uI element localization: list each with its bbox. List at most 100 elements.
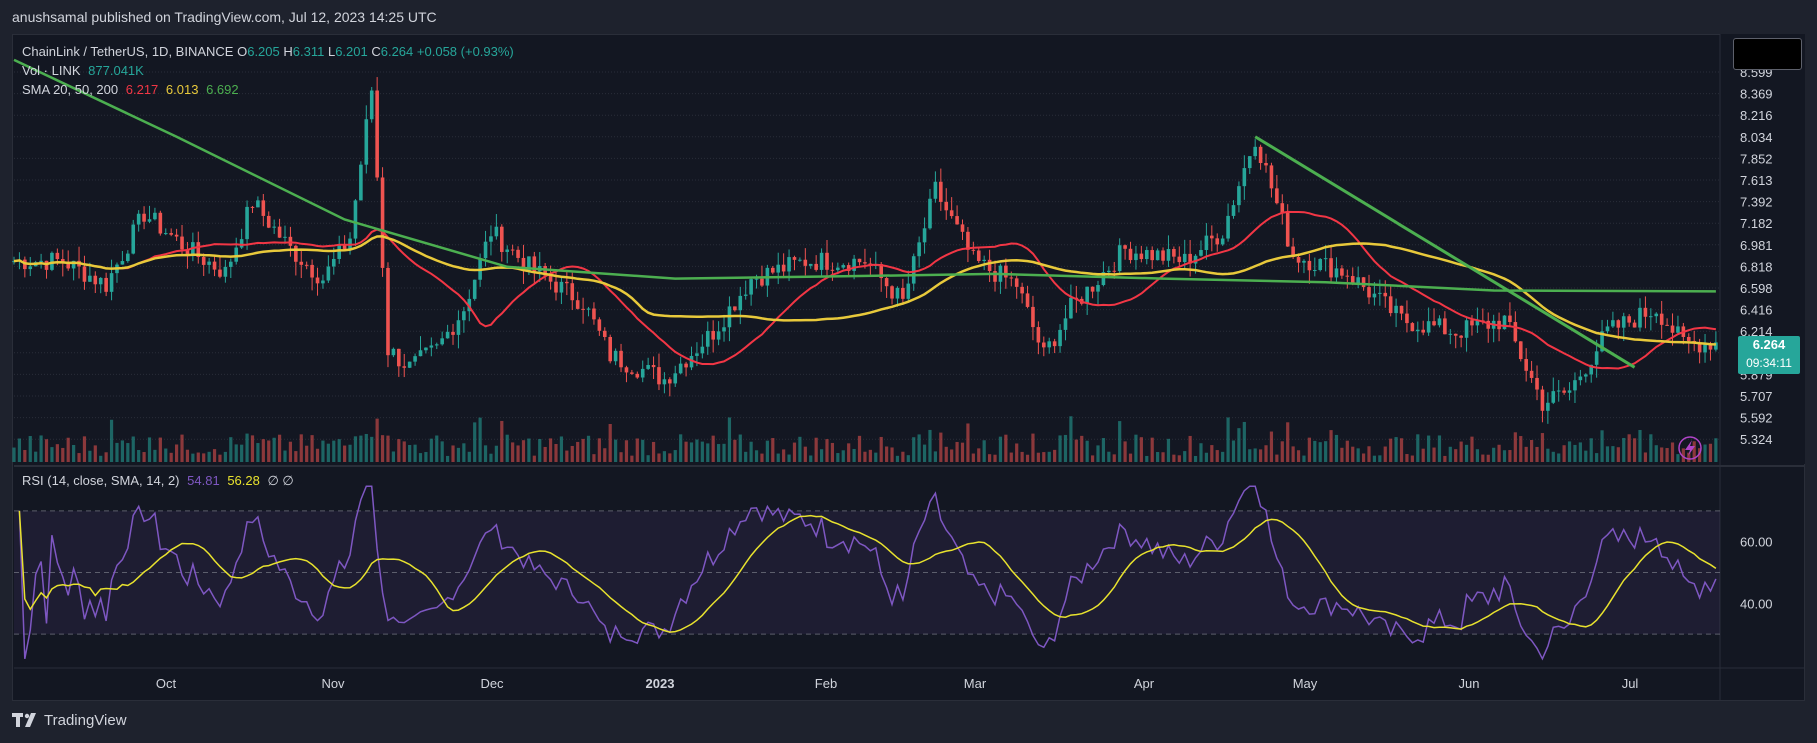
volume-bar xyxy=(1611,446,1615,462)
volume-bar xyxy=(1058,435,1062,462)
volume-bar xyxy=(1302,455,1306,462)
volume-bar xyxy=(1183,451,1187,462)
candle-body xyxy=(239,239,244,248)
volume-bar xyxy=(890,447,894,462)
candle-body xyxy=(71,260,76,269)
candle-body xyxy=(1063,318,1068,330)
candle-body xyxy=(939,181,943,202)
candle-body xyxy=(787,257,791,272)
volume-bar xyxy=(576,441,580,462)
candle-body xyxy=(1464,320,1469,338)
volume-bar xyxy=(375,418,379,462)
axis-settings-box[interactable] xyxy=(1733,38,1802,70)
candle-body xyxy=(602,330,607,337)
ohlc-key-o: O xyxy=(237,44,248,59)
volume-bar xyxy=(1090,455,1095,462)
volume-bar xyxy=(830,442,835,462)
candle-body xyxy=(191,242,195,257)
volume-bar xyxy=(803,446,807,462)
candle-body xyxy=(1459,335,1463,338)
candle-body xyxy=(928,198,932,229)
volume-bar xyxy=(175,444,179,462)
volume-bar xyxy=(706,443,710,462)
volume-bar xyxy=(294,451,298,462)
candle-body xyxy=(1047,341,1052,348)
candle-body xyxy=(1443,318,1447,335)
candle-body xyxy=(619,350,623,368)
volume-bar xyxy=(1107,451,1111,462)
candle-body xyxy=(1524,359,1528,371)
volume-bar xyxy=(1074,439,1078,462)
candle-body xyxy=(109,273,114,292)
price-axis-label: 8.369 xyxy=(1740,87,1773,102)
candle-body xyxy=(1475,320,1480,326)
candle-body xyxy=(1638,307,1642,328)
candle-body xyxy=(922,228,927,243)
volume-bar xyxy=(1589,438,1593,462)
symbol-title: ChainLink / TetherUS, 1D, BINANCE xyxy=(22,44,234,59)
candle-body xyxy=(1237,186,1241,206)
candle-body xyxy=(359,164,363,201)
candle-body xyxy=(283,236,287,238)
volume-bar xyxy=(343,445,347,462)
price-axis-label: 5.324 xyxy=(1740,432,1773,447)
candle-body xyxy=(266,215,271,228)
candle-body xyxy=(1665,324,1669,326)
time-axis-label: Jun xyxy=(1459,676,1480,691)
volume-bar xyxy=(234,444,238,462)
last-price: 6.264 xyxy=(1752,337,1786,353)
volume-bar xyxy=(559,436,564,462)
candle-body xyxy=(1654,313,1659,317)
candle-body xyxy=(1031,306,1035,328)
volume-bar xyxy=(44,439,49,462)
volume-bar xyxy=(1681,448,1685,462)
candle-body xyxy=(1123,245,1127,249)
candle-body xyxy=(1161,250,1165,261)
candle-body xyxy=(716,331,721,340)
tradingview-logo[interactable]: TradingView xyxy=(12,711,127,729)
candle-body xyxy=(153,212,157,220)
candle-body xyxy=(288,236,293,246)
candle-body xyxy=(1069,297,1073,319)
volume-bar xyxy=(1264,445,1268,462)
candle-body xyxy=(635,373,640,378)
candle-body xyxy=(1513,322,1518,342)
candle-body xyxy=(906,283,911,299)
volume-bar xyxy=(261,439,265,462)
volume-bar xyxy=(1508,450,1512,462)
volume-bar xyxy=(61,447,65,462)
volume-bar xyxy=(1172,454,1176,462)
price-axis-label: 6.598 xyxy=(1740,281,1773,296)
volume-bar xyxy=(792,442,797,462)
candle-body xyxy=(342,244,347,250)
candle-body xyxy=(1199,250,1203,256)
candle-body xyxy=(1421,329,1425,333)
price-chart[interactable]: 8.5998.3698.2168.0347.8527.6137.3927.182… xyxy=(0,0,1817,703)
change-value: +0.058 (+0.93%) xyxy=(416,44,514,59)
candle-body xyxy=(738,295,743,311)
candle-body xyxy=(1367,287,1371,298)
volume-bar xyxy=(717,444,721,462)
candle-body xyxy=(705,330,710,347)
candle-body xyxy=(586,308,591,310)
candle-body xyxy=(82,266,87,282)
candle-body xyxy=(1676,326,1680,333)
candle-body xyxy=(760,278,764,286)
bar-countdown: 09:34:11 xyxy=(1746,356,1792,371)
price-axis-label: 6.416 xyxy=(1740,303,1773,318)
volume-bar xyxy=(1399,438,1404,462)
candle-body xyxy=(792,257,797,260)
volume-bar xyxy=(462,443,466,462)
candle-body xyxy=(1285,212,1290,247)
volume-bar xyxy=(1042,452,1046,462)
volume-bar xyxy=(380,435,385,462)
candle-body xyxy=(1204,235,1209,251)
candle-body xyxy=(1621,316,1626,328)
volume-bar xyxy=(722,443,726,462)
candle-body xyxy=(1453,333,1458,336)
volume-bar xyxy=(467,451,471,462)
volume-bar xyxy=(977,448,981,462)
candle-body xyxy=(50,252,54,270)
candle-body xyxy=(1616,320,1621,328)
volume-bar xyxy=(99,455,103,462)
